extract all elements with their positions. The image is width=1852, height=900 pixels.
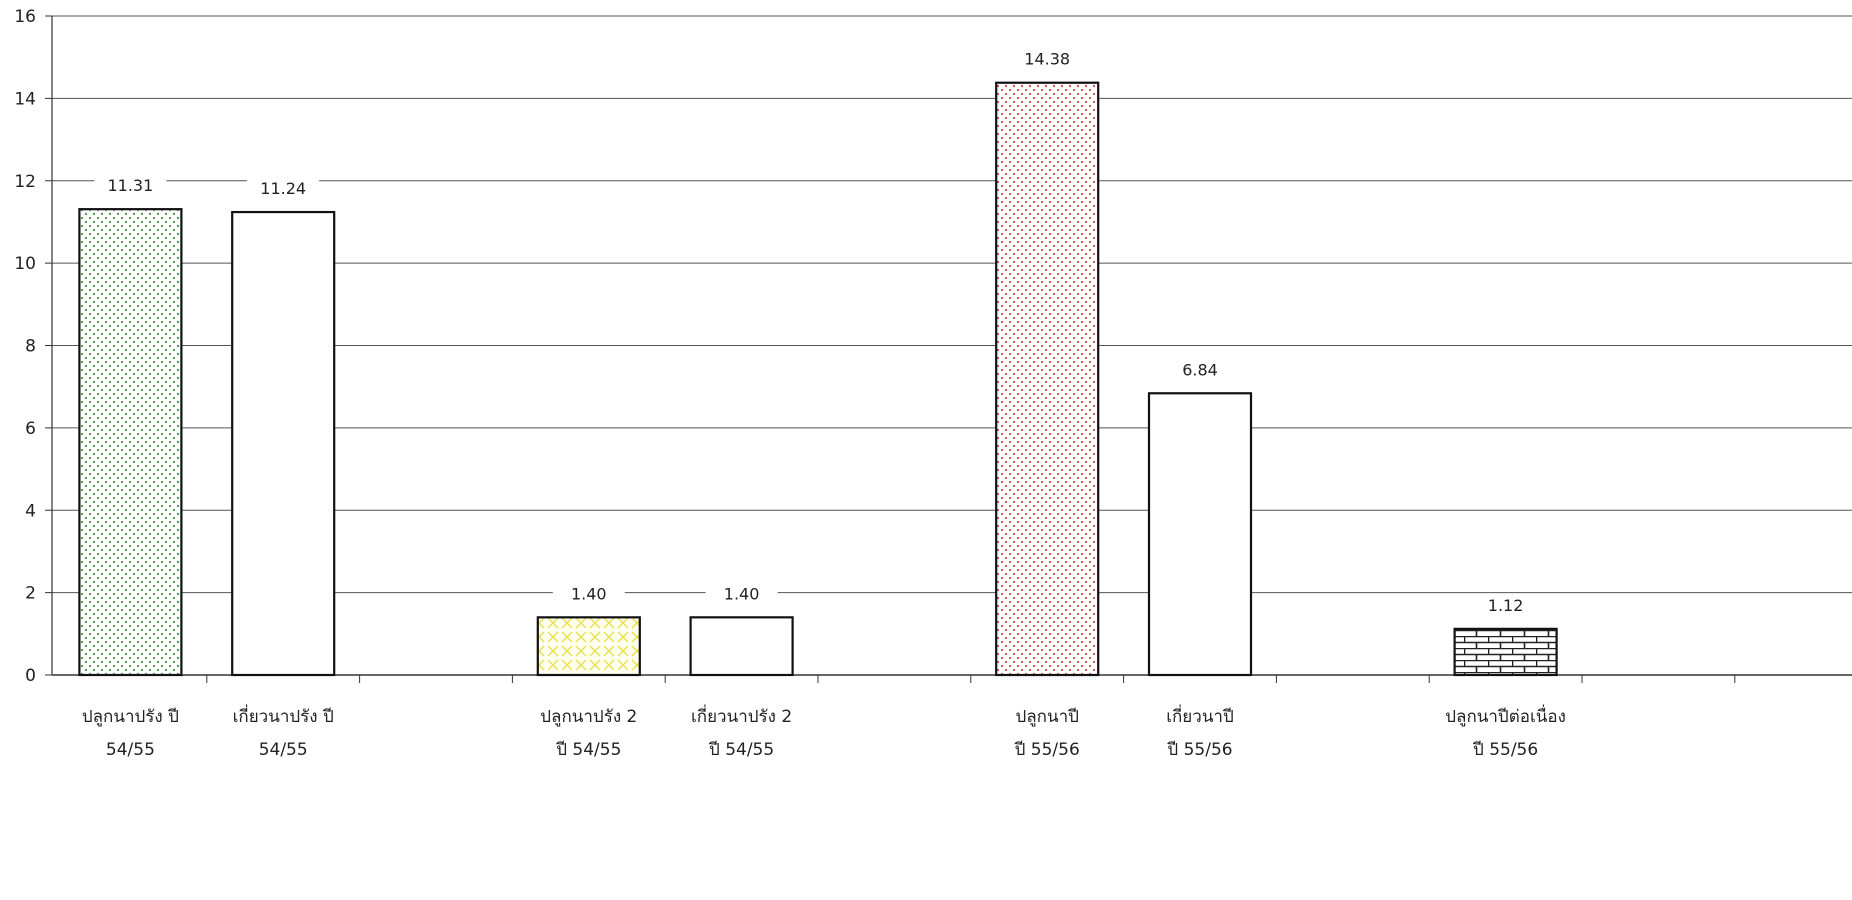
- y-tick-label: 0: [25, 666, 36, 686]
- y-tick-label: 4: [25, 501, 36, 521]
- data-label-bg: [552, 582, 625, 607]
- bars: [78, 47, 1558, 677]
- bar: [1453, 627, 1558, 677]
- category-label-line2: 54/55: [106, 740, 155, 760]
- category-label-line2: ปี 55/56: [1014, 740, 1080, 760]
- data-label: 11.24: [260, 179, 306, 198]
- data-label: 1.40: [571, 584, 607, 603]
- bar: [689, 616, 794, 677]
- data-label: 14.38: [1024, 50, 1070, 69]
- y-tick-label: 16: [14, 7, 36, 27]
- data-label-bg: [1469, 593, 1542, 618]
- data-label-bg: [705, 582, 778, 607]
- category-label-line1: เกี่ยวนาปรัง ปี: [233, 704, 334, 727]
- data-label-bg: [1164, 358, 1236, 383]
- data-label-bg: [1011, 47, 1084, 72]
- bar: [231, 210, 336, 677]
- y-tick-label: 8: [25, 337, 36, 357]
- category-label-line1: ปลูกนาปรัง 2: [540, 707, 637, 727]
- bar: [536, 616, 641, 677]
- y-tick-label: 10: [14, 254, 36, 274]
- category-label-line2: ปี 55/56: [1472, 740, 1538, 760]
- category-label-line2: ปี 54/55: [555, 740, 621, 760]
- category-label-line1: ปลูกนาปรัง ปี: [82, 707, 179, 727]
- data-label-bg: [94, 174, 167, 199]
- labels: 0 2 4 6 8 10 12 14 16 11.31 ปลูกนาปรัง ปี 54/55 11.2…: [14, 7, 1566, 760]
- y-tick-label: 6: [25, 419, 36, 439]
- category-label-line2: ปี 54/55: [708, 740, 774, 760]
- y-tick-label: 12: [14, 172, 36, 192]
- data-label: 6.84: [1182, 360, 1218, 379]
- category-label-line1: เกี่ยวนาปี: [1166, 704, 1234, 727]
- gridlines: [52, 15, 1852, 594]
- y-tick-label: 2: [25, 584, 36, 604]
- bar: [1147, 392, 1253, 677]
- y-tick-label: 14: [14, 89, 36, 109]
- category-label-line1: เกี่ยวนาปรัง 2: [691, 704, 792, 727]
- data-label: 11.31: [107, 176, 153, 195]
- bar: [78, 208, 183, 677]
- data-label-bg: [247, 177, 320, 202]
- category-label-line2: ปี 55/56: [1167, 740, 1233, 760]
- category-label-line2: 54/55: [259, 740, 308, 760]
- bar: [995, 81, 1100, 677]
- category-label-line1: ปลูกนาปีต่อเนื่อง: [1445, 704, 1566, 727]
- data-label: 1.40: [724, 584, 760, 603]
- category-label-line1: ปลูกนาปี: [1015, 707, 1078, 727]
- data-label: 1.12: [1488, 596, 1524, 615]
